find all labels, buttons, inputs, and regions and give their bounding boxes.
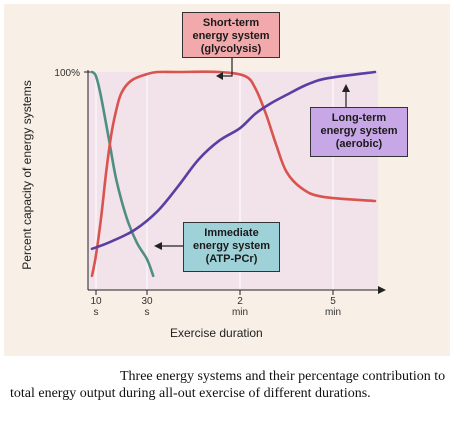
- figure-caption: Three energy systems and their percentag…: [10, 369, 446, 401]
- x-tick-label-value: 5: [330, 296, 336, 307]
- x-tick-label-unit: s: [94, 307, 99, 318]
- x-tick-label-unit: s: [145, 307, 150, 318]
- callout-long-term: Long-term energy system (aerobic): [310, 107, 408, 157]
- callout-long-line-2: energy system: [320, 125, 398, 137]
- x-tick-label-value: 10: [90, 296, 102, 307]
- callout-long-line-3: (aerobic): [335, 138, 383, 150]
- y-axis-title: Percent capacity of energy systems: [20, 80, 34, 270]
- callout-immediate: Immediate energy system (ATP-PCr): [183, 222, 280, 272]
- callout-arrows: [154, 58, 350, 250]
- immediate-series-line: [90, 70, 155, 278]
- callout-immediate-line-2: energy system: [192, 240, 271, 252]
- long-term-arrowhead: [342, 84, 350, 92]
- callout-immediate-line-3: (ATP-PCr): [205, 253, 258, 265]
- x-axis-arrow: [378, 286, 386, 294]
- callout-immediate-line-1: Immediate: [204, 227, 259, 239]
- callout-short-line-3: (glycolysis): [200, 43, 262, 55]
- x-tick-label-value: 2: [237, 296, 243, 307]
- y-tick-label-100: 100%: [54, 68, 80, 79]
- callout-short-line-1: Short-term: [202, 17, 260, 29]
- short-term-arrowhead: [216, 72, 223, 80]
- callout-long-line-1: Long-term: [331, 112, 387, 124]
- long-term-series-line: [90, 70, 377, 251]
- short-term-arrow: [222, 58, 233, 77]
- x-axis-title: Exercise duration: [170, 326, 263, 340]
- series-lines: [90, 70, 377, 278]
- immediate-arrowhead: [154, 242, 162, 250]
- callout-short-line-2: energy system: [192, 30, 270, 42]
- callout-short-term: Short-term energy system (glycolysis): [182, 12, 280, 58]
- x-tick-label-unit: min: [232, 307, 248, 318]
- short-term-series-line: [90, 70, 377, 278]
- x-tick-label-value: 30: [141, 296, 153, 307]
- x-tick-label-unit: min: [325, 307, 341, 318]
